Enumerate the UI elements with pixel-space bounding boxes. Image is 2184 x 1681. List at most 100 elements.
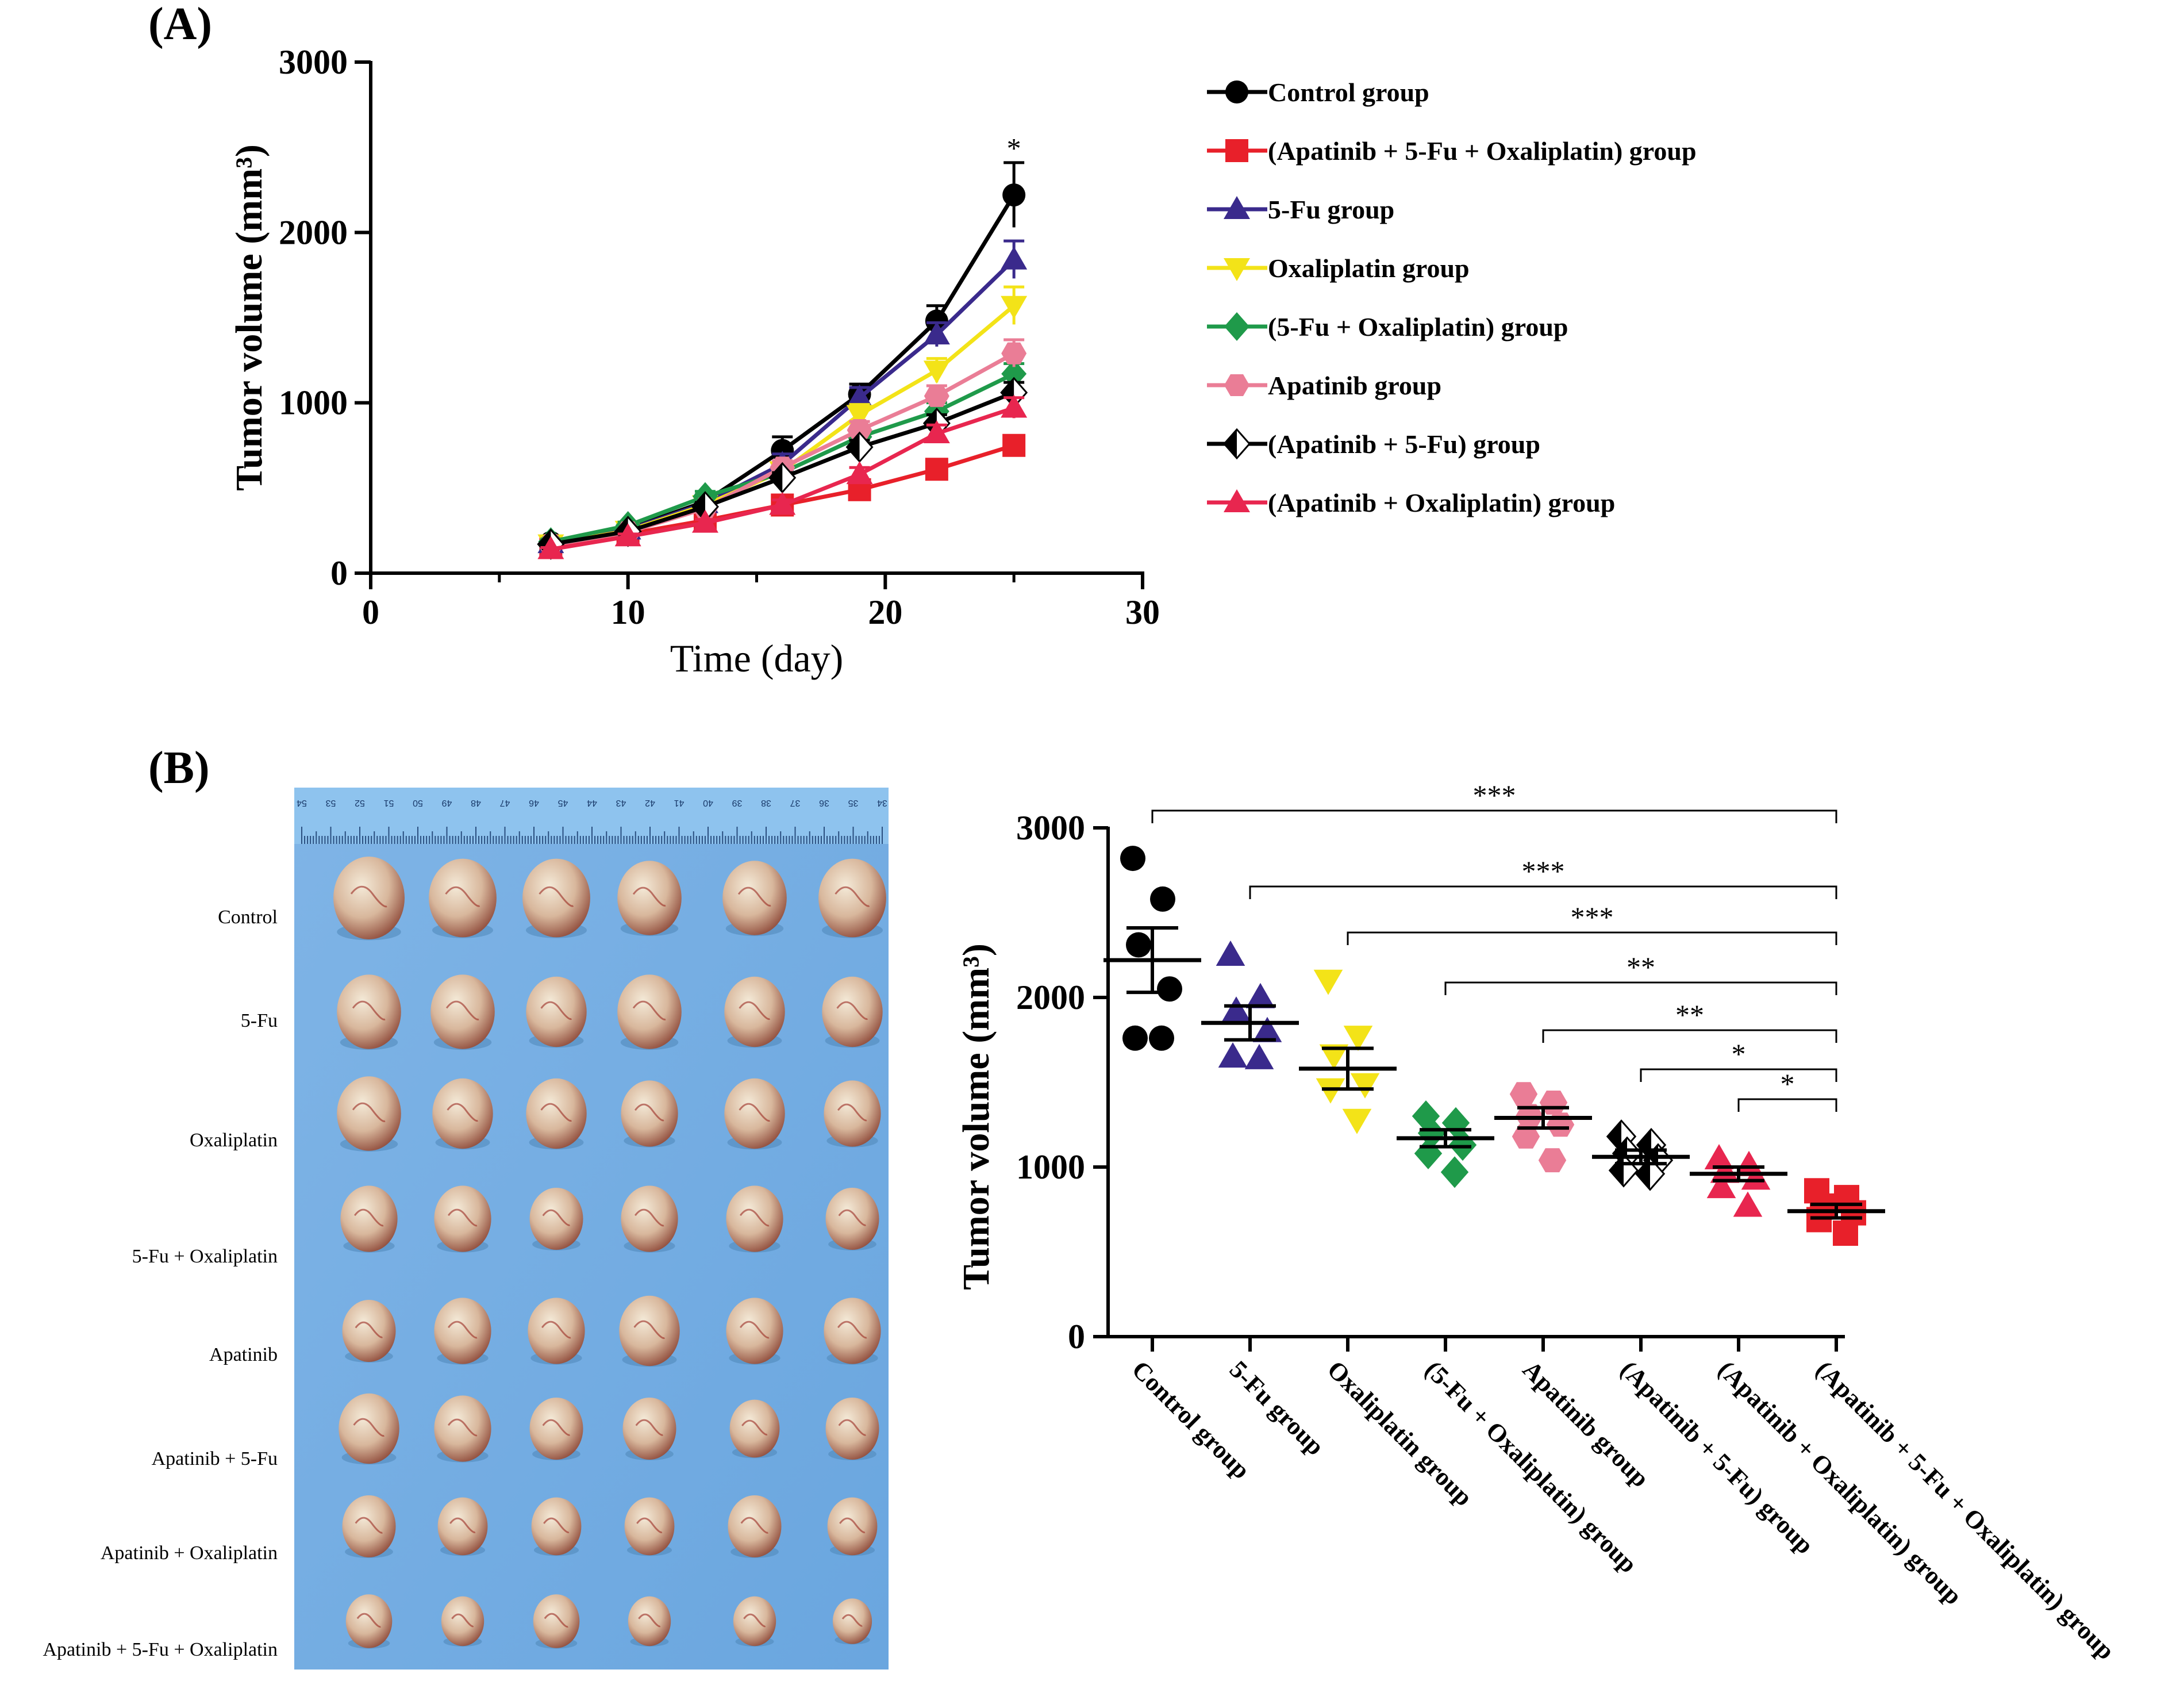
scatter-point xyxy=(1245,982,1275,1008)
line-chart-panel-a: 0 1000 2000 3000 0 10 20 30 Time (day) Tumor volu… xyxy=(228,43,1160,680)
ruler-number: 38 xyxy=(761,798,771,808)
scatter-point xyxy=(1414,1137,1443,1169)
tumor xyxy=(533,1594,580,1648)
legend-label: Oxaliplatin group xyxy=(1268,254,1470,283)
tumor-vessel xyxy=(541,1321,571,1339)
row-label: Apatinib + Oxaliplatin xyxy=(101,1542,278,1564)
data-point-a xyxy=(1000,377,1028,409)
tumor-vessel xyxy=(540,1001,572,1020)
tumor-vessel xyxy=(841,1614,863,1627)
tumor xyxy=(622,1398,676,1460)
significance-bracket xyxy=(1542,1029,1837,1043)
data-point-a xyxy=(846,461,873,485)
tumor-vessel xyxy=(739,1208,770,1227)
scatter-point xyxy=(1441,1107,1470,1139)
scatter-point xyxy=(1509,1082,1538,1107)
tumor-vessel xyxy=(836,1001,868,1020)
tumor-vessel xyxy=(837,1103,867,1122)
tumor-vessel xyxy=(449,1517,476,1533)
tumor xyxy=(621,1080,678,1147)
ruler-number: 47 xyxy=(500,798,510,808)
row-label: 5-Fu + Oxaliplatin xyxy=(132,1246,278,1267)
ruler-number: 37 xyxy=(790,798,801,808)
y-tick-label-b: 0 xyxy=(1068,1318,1085,1356)
ruler-number: 54 xyxy=(297,798,307,808)
scatter-point xyxy=(1833,1221,1858,1246)
tumor xyxy=(827,1497,878,1556)
tumor xyxy=(531,1497,582,1556)
scatter-point xyxy=(1342,1108,1372,1134)
ruler-number: 43 xyxy=(616,798,626,808)
significance-label: ** xyxy=(1627,951,1655,983)
tumor-vessel xyxy=(740,1517,769,1534)
scatter-point xyxy=(1417,1117,1446,1149)
significance-label: * xyxy=(1781,1068,1795,1100)
scatter-point-fill xyxy=(1609,1154,1624,1187)
tumor xyxy=(624,1497,675,1556)
legend-marker xyxy=(1224,374,1249,397)
tumor-vessel xyxy=(355,1517,383,1534)
tumor xyxy=(818,858,886,938)
scatter-point xyxy=(1350,1073,1380,1099)
x-tick-label-a: 20 xyxy=(868,593,902,631)
tumor-vessel xyxy=(451,1613,474,1628)
tumor xyxy=(728,1495,782,1557)
legend-marker xyxy=(1225,139,1248,162)
scatter-point xyxy=(1706,1173,1736,1199)
legend-label: (Apatinib + 5-Fu) group xyxy=(1268,429,1540,459)
tumor-vessel xyxy=(737,886,771,907)
tumor xyxy=(617,861,682,935)
panel-a-label: (A) xyxy=(148,0,212,49)
ruler-number: 40 xyxy=(703,798,713,808)
tumor-vessel xyxy=(355,1321,383,1338)
significance-bracket xyxy=(1151,809,1837,823)
tumor-photo: 54 53 52 51 50 49 48 47 46 45 44 43 42 41 40 39 38 37 36 35… xyxy=(294,788,889,1670)
scatter-point xyxy=(1122,1025,1148,1051)
tumor-vessel xyxy=(634,1208,664,1227)
significance-bracket xyxy=(1737,1098,1837,1112)
legend-label: Apatinib group xyxy=(1268,371,1441,400)
legend-label: (Apatinib + Oxaliplatin) group xyxy=(1268,488,1615,517)
scatter-point-fill xyxy=(1637,1129,1651,1161)
data-point-a xyxy=(847,419,872,442)
scatter-point xyxy=(1216,940,1245,966)
row-label: Apatinib xyxy=(209,1344,278,1365)
scatter-point xyxy=(1126,932,1151,958)
scatter-point xyxy=(1150,886,1175,912)
row-label: Apatinib + 5-Fu xyxy=(152,1448,278,1469)
tumor-vessel xyxy=(447,1103,479,1122)
tumor-vessel xyxy=(539,886,574,907)
data-point-a xyxy=(923,321,950,345)
tumor xyxy=(432,1078,493,1149)
significance-label: *** xyxy=(1522,855,1565,887)
tumor-vessel xyxy=(447,1321,478,1339)
tumor xyxy=(522,858,590,938)
significance-label: * xyxy=(1732,1038,1746,1070)
tumor xyxy=(526,976,587,1047)
scatter-point xyxy=(1313,969,1343,995)
data-point-a xyxy=(1001,246,1028,270)
scatter-point xyxy=(1316,1078,1345,1104)
panel-b-label: (B) xyxy=(148,743,210,793)
significance-label: ** xyxy=(1675,999,1704,1031)
y-tick-label-a: 0 xyxy=(330,554,348,592)
significance-bracket xyxy=(1347,931,1837,945)
tumor-vessel xyxy=(634,1103,664,1122)
data-point-a xyxy=(771,439,794,462)
scatter-point xyxy=(1252,1016,1282,1042)
tumor xyxy=(729,1399,780,1458)
data-point-a xyxy=(1001,295,1028,319)
legend-label: 5-Fu group xyxy=(1268,195,1394,224)
tumor xyxy=(724,976,785,1047)
tumor xyxy=(340,1185,398,1252)
tumor xyxy=(337,1076,401,1151)
tumor xyxy=(726,1298,783,1364)
scatter-point xyxy=(1412,1100,1440,1132)
y-axis-title-a: Tumor volume (mm³) xyxy=(228,144,270,491)
tumor xyxy=(337,974,401,1049)
x-tick-label-a: 30 xyxy=(1125,593,1160,631)
scatter-point xyxy=(1512,1124,1540,1149)
data-point-a xyxy=(1001,394,1028,418)
legend-marker xyxy=(1224,312,1249,341)
